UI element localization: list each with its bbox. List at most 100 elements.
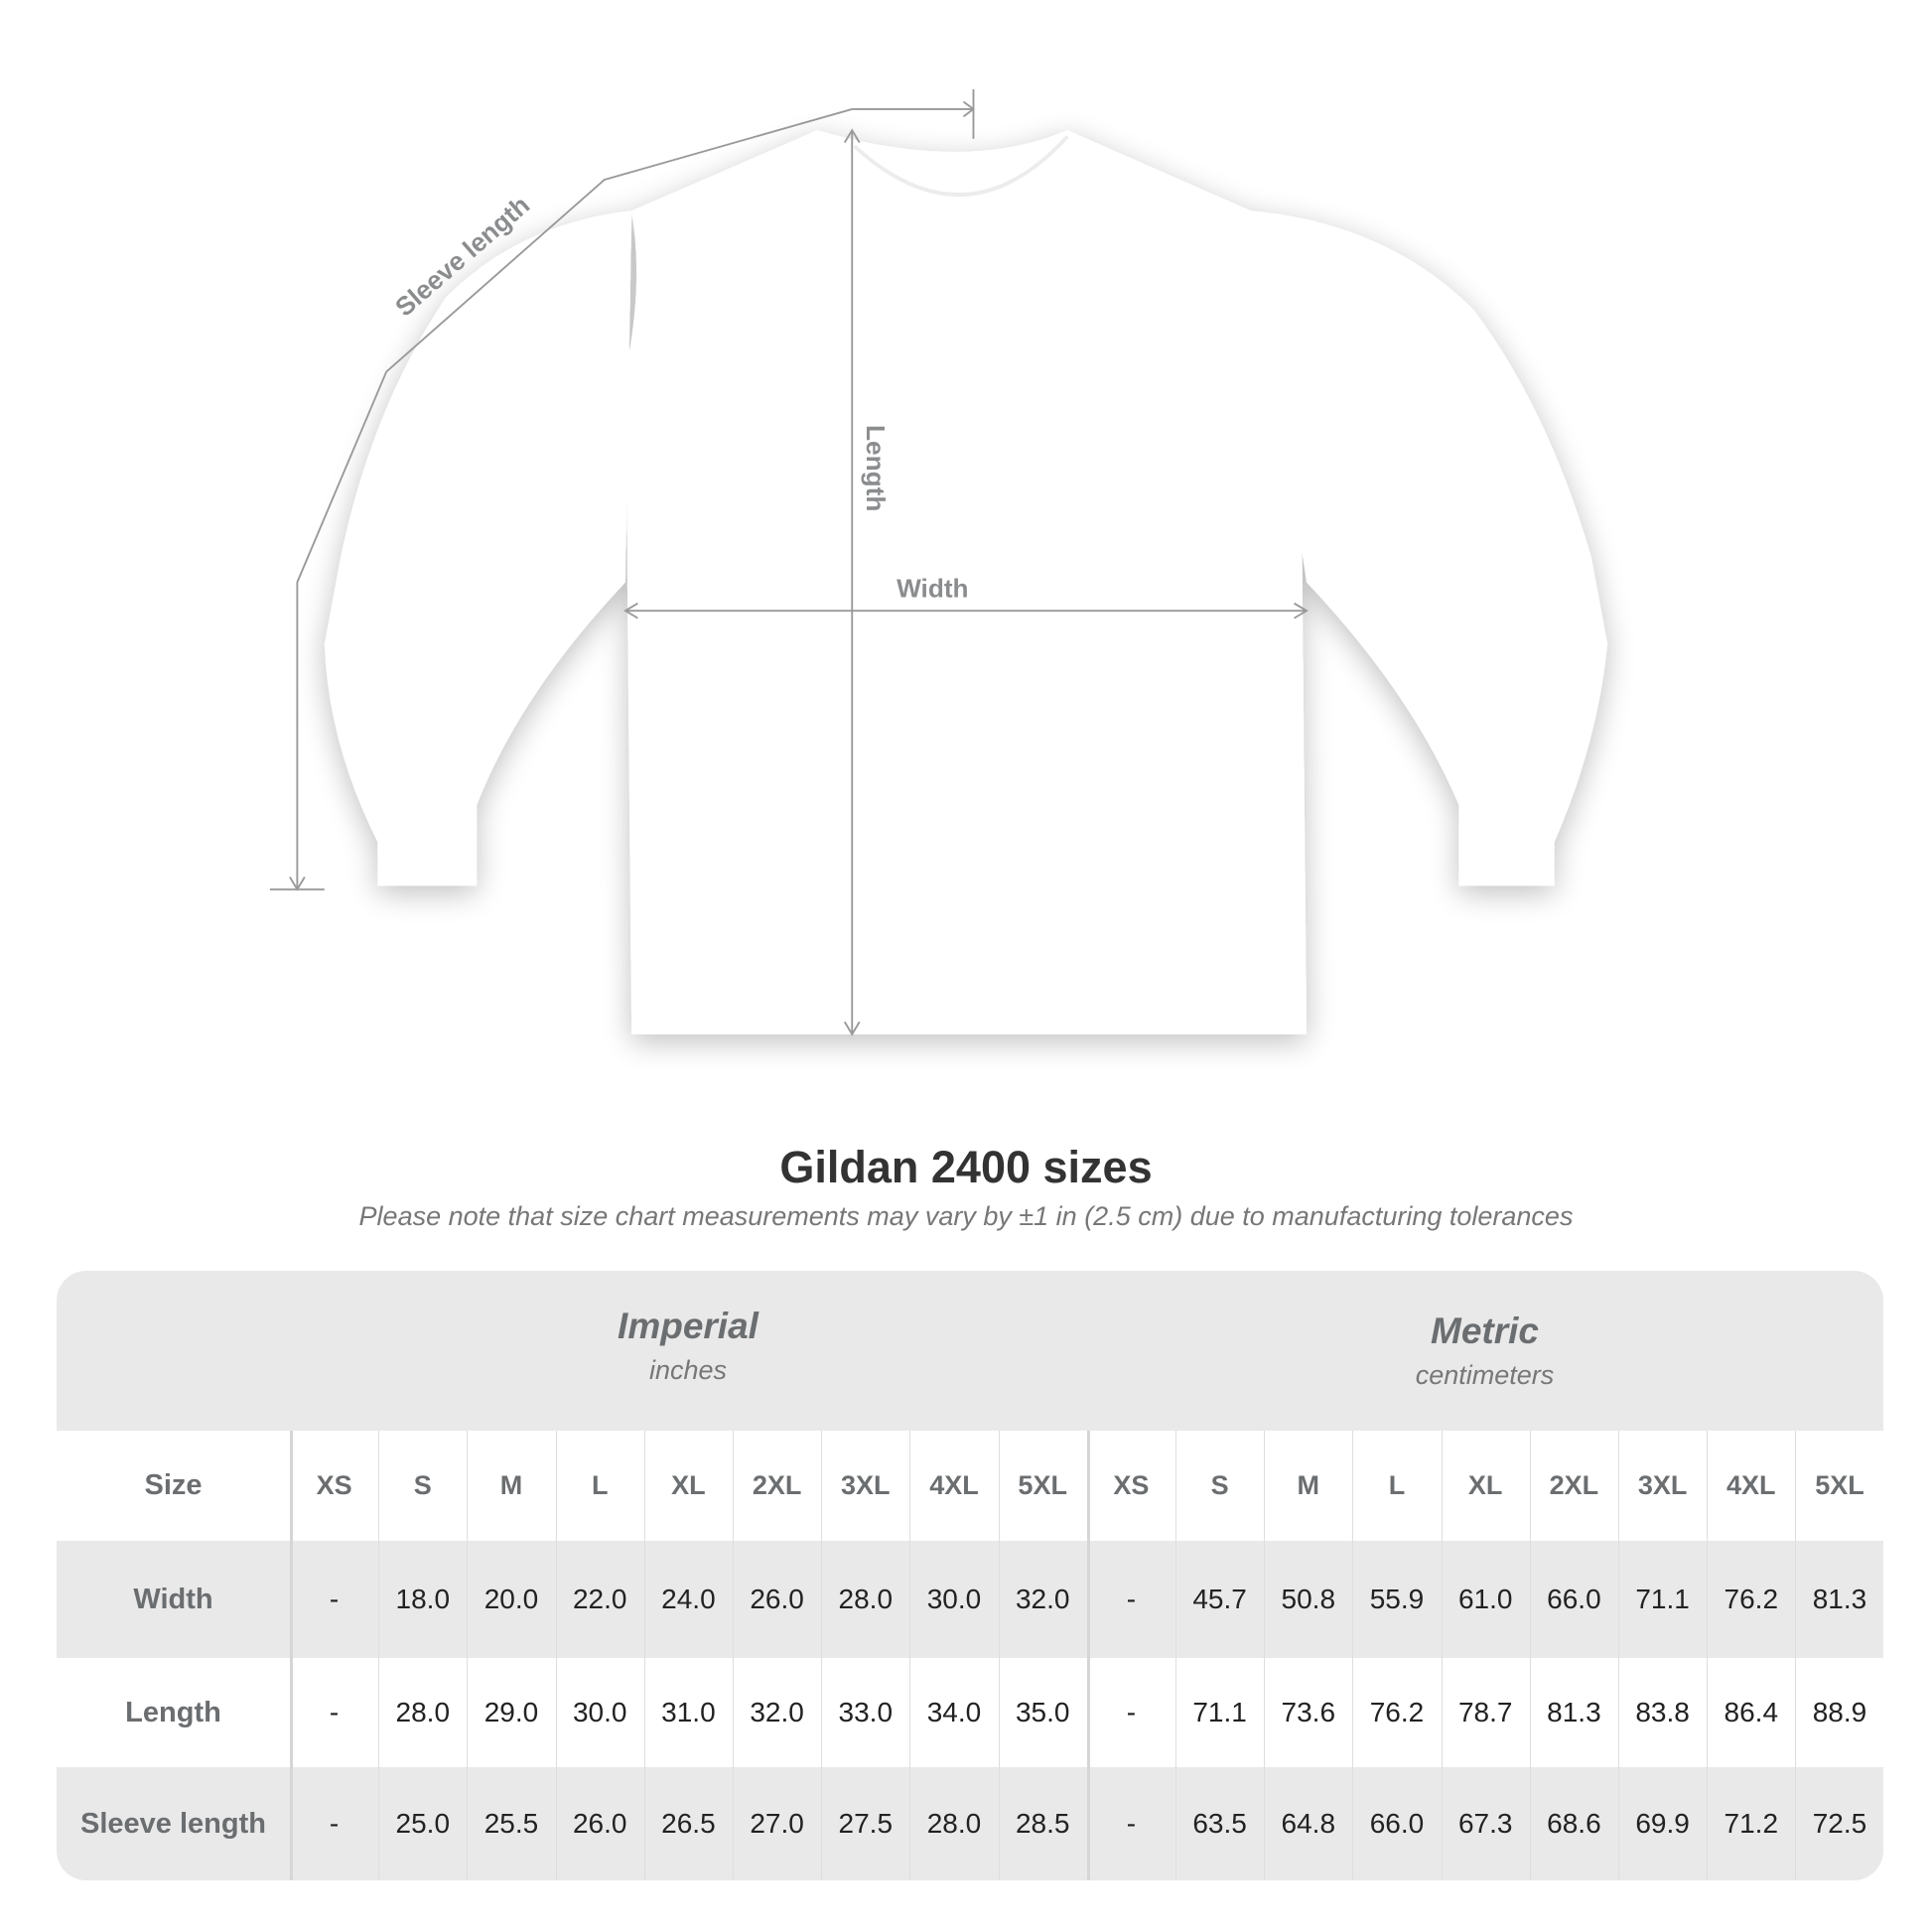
column-divider: [1441, 1431, 1443, 1880]
metric-unit: centimeters: [1415, 1360, 1555, 1390]
table-cell: 32.0: [750, 1697, 804, 1727]
table-cell: 81.3: [1812, 1584, 1867, 1614]
size-header-cell: XS: [316, 1470, 352, 1500]
table-cell: 24.0: [661, 1584, 716, 1614]
left-sleeve: [324, 210, 632, 887]
metric-title: Metric: [1431, 1311, 1539, 1351]
column-divider: [998, 1431, 1000, 1880]
column-divider: [909, 1431, 911, 1880]
table-cell: -: [1126, 1808, 1137, 1839]
column-divider: [643, 1431, 645, 1880]
size-header-cell: 2XL: [1549, 1470, 1599, 1500]
table-cell: 50.8: [1281, 1584, 1336, 1614]
imperial-unit: inches: [648, 1355, 728, 1385]
width-label: Width: [897, 573, 968, 603]
size-header-cell: 5XL: [1018, 1470, 1067, 1500]
table-cell: -: [329, 1697, 340, 1727]
table-cell: 20.0: [483, 1584, 539, 1614]
column-divider: [1352, 1431, 1354, 1880]
size-header-cell: M: [1297, 1470, 1320, 1500]
length-label: Length: [861, 425, 891, 511]
long-sleeve-shirt: [324, 130, 1608, 1035]
table-cell: 64.8: [1281, 1808, 1336, 1839]
table-cell: 71.1: [1192, 1697, 1247, 1727]
size-header-cell: L: [591, 1470, 609, 1500]
size-header-cell: S: [1210, 1470, 1229, 1500]
table-cell: 27.5: [838, 1808, 894, 1839]
table-cell: 28.0: [838, 1584, 894, 1614]
table-cell: 63.5: [1192, 1808, 1247, 1839]
table-cell: 83.8: [1635, 1697, 1690, 1727]
row-label-width: Width: [133, 1583, 213, 1615]
table-cell: 78.7: [1457, 1697, 1513, 1727]
size-table: Imperial inches Metric centimeters Size …: [57, 1271, 1883, 1880]
table-cell: 66.0: [1547, 1584, 1601, 1614]
table-cell: -: [329, 1584, 340, 1614]
right-sleeve: [1250, 210, 1608, 887]
table-cell: -: [1126, 1697, 1137, 1727]
imperial-header: Imperial inches: [290, 1271, 1086, 1431]
table-cell: 71.2: [1724, 1808, 1779, 1839]
table-cell: 28.5: [1015, 1808, 1070, 1839]
table-cell: 68.6: [1547, 1808, 1601, 1839]
column-divider: [1086, 1431, 1090, 1880]
arrow-icon: [843, 1021, 861, 1036]
table-cell: 26.0: [750, 1584, 804, 1614]
size-label: Size: [144, 1469, 203, 1501]
width-row-band: [57, 1541, 1883, 1658]
table-cell: 88.9: [1812, 1697, 1867, 1727]
arrow-icon: [1294, 602, 1309, 620]
column-divider: [290, 1431, 293, 1880]
size-header-cell: 2XL: [752, 1470, 802, 1500]
tolerance-note: Please note that size chart measurements…: [358, 1201, 1574, 1231]
header-band: [57, 1271, 1883, 1431]
arrow-icon: [843, 128, 861, 144]
shirt-body: [624, 130, 1308, 1035]
metric-header: Metric centimeters: [1086, 1271, 1883, 1431]
size-header-cell: 3XL: [1637, 1470, 1688, 1500]
column-divider: [1618, 1431, 1619, 1880]
table-cell: -: [1126, 1584, 1137, 1614]
table-cell: 72.5: [1812, 1808, 1867, 1839]
neck-collar: [853, 135, 1069, 197]
row-label-length: Length: [125, 1696, 221, 1728]
column-divider: [1795, 1431, 1797, 1880]
size-header-cell: 5XL: [1815, 1470, 1864, 1500]
arrow-icon: [623, 602, 638, 620]
table-cell: 26.0: [572, 1808, 627, 1839]
size-header-cell: XL: [671, 1470, 706, 1500]
table-cell: 28.0: [395, 1697, 451, 1727]
table-cell: 71.1: [1635, 1584, 1690, 1614]
table-cell: 45.7: [1192, 1584, 1247, 1614]
chart-title: Gildan 2400 sizes: [779, 1142, 1153, 1192]
column-divider: [821, 1431, 823, 1880]
table-cell: 25.0: [395, 1808, 451, 1839]
table-cell: 27.0: [750, 1808, 804, 1839]
row-label-sleeve-length: Sleeve length: [80, 1807, 266, 1840]
table-cell: 35.0: [1015, 1697, 1070, 1727]
shirt-measurement-diagram: Sleeve length Length Width: [269, 88, 1608, 1036]
column-divider: [555, 1431, 557, 1880]
column-divider: [1707, 1431, 1709, 1880]
sleeve-row-band: [57, 1767, 1883, 1880]
column-divider: [733, 1431, 734, 1880]
table-cell: 32.0: [1015, 1584, 1070, 1614]
sleeve-length-line: [296, 107, 974, 890]
column-divider: [1529, 1431, 1531, 1880]
imperial-title: Imperial: [618, 1306, 759, 1346]
table-cell: 34.0: [926, 1697, 982, 1727]
table-cell: 28.0: [926, 1808, 982, 1839]
table-cell: 69.9: [1635, 1808, 1690, 1839]
column-divider: [1175, 1431, 1176, 1880]
table-cell: 31.0: [661, 1697, 716, 1727]
column-divider: [1264, 1431, 1266, 1880]
arrow-icon: [962, 100, 976, 118]
arrow-icon: [289, 876, 306, 892]
size-header-cell: 3XL: [841, 1470, 891, 1500]
table-cell: 73.6: [1281, 1697, 1336, 1727]
size-header-cell: 4XL: [1726, 1470, 1776, 1500]
table-cell: 33.0: [838, 1697, 894, 1727]
table-cell: 55.9: [1369, 1584, 1425, 1614]
table-cell: -: [329, 1808, 340, 1839]
table-cell: 30.0: [926, 1584, 982, 1614]
